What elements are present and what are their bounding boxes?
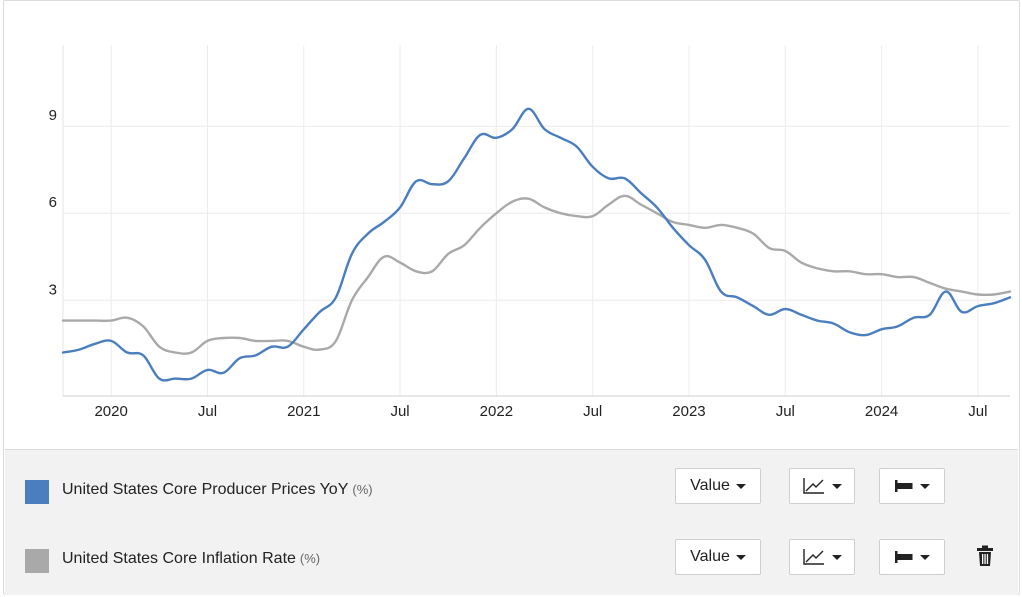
y-tick-label: 6 <box>49 194 57 211</box>
caret-down-icon <box>832 483 842 489</box>
series-line-core-producer-prices <box>61 107 1012 382</box>
legend-row-producer-prices: United States Core Producer Prices YoY (%… <box>5 460 1018 520</box>
chart-type-dropdown[interactable] <box>789 468 855 504</box>
series-name: United States Core Producer Prices YoY <box>62 481 349 498</box>
x-tick-label: 2021 <box>287 403 320 420</box>
value-dropdown[interactable]: Value <box>675 539 761 575</box>
x-tick-label: 2024 <box>865 403 898 420</box>
caret-down-icon <box>920 554 930 560</box>
x-tick-label: 2020 <box>94 403 127 420</box>
caret-down-icon <box>920 483 930 489</box>
x-tick-label: Jul <box>776 403 795 420</box>
legend-row-core-inflation: United States Core Inflation Rate (%) Val… <box>5 530 1018 590</box>
x-tick-label: 2023 <box>672 403 705 420</box>
series-unit: (%) <box>299 551 321 566</box>
caret-down-icon <box>735 554 746 560</box>
series-name: United States Core Inflation Rate <box>62 550 296 567</box>
value-dropdown-label: Value <box>690 548 730 565</box>
series-label[interactable]: United States Core Producer Prices YoY (%… <box>62 481 373 499</box>
series-lines <box>61 107 1012 382</box>
series-color-swatch <box>25 480 49 504</box>
x-tick-label: 2022 <box>480 403 513 420</box>
bar-style-icon <box>895 551 913 563</box>
y-tick-label: 3 <box>49 281 57 298</box>
value-dropdown-label: Value <box>690 477 730 494</box>
value-dropdown[interactable]: Value <box>675 468 761 504</box>
series-label[interactable]: United States Core Inflation Rate (%) <box>62 550 320 568</box>
axes: 2020 Jul 2021 Jul 2022 Jul 2023 Jul 2024 Jul 3 6 9 <box>49 107 1010 420</box>
series-line-core-inflation-rate <box>61 194 1012 355</box>
caret-down-icon <box>735 483 746 489</box>
series-color-swatch <box>25 549 49 573</box>
series-style-dropdown[interactable] <box>879 539 945 575</box>
chart-type-dropdown[interactable] <box>789 539 855 575</box>
line-chart-icon <box>803 478 824 494</box>
legend-panel: United States Core Producer Prices YoY (%… <box>5 449 1018 595</box>
series-style-dropdown[interactable] <box>879 468 945 504</box>
trash-icon[interactable] <box>976 545 994 567</box>
x-tick-label: Jul <box>198 403 217 420</box>
y-tick-label: 9 <box>49 107 57 124</box>
series-unit: (%) <box>352 482 373 497</box>
grid <box>62 45 1010 396</box>
line-chart-icon <box>803 549 824 565</box>
x-tick-label: Jul <box>390 403 409 420</box>
caret-down-icon <box>832 554 842 560</box>
x-tick-label: Jul <box>583 403 602 420</box>
bar-style-icon <box>895 480 913 492</box>
x-tick-label: Jul <box>968 403 987 420</box>
chart-area: 2020 Jul 2021 Jul 2022 Jul 2023 Jul 2024 Jul 3 6 9 <box>49 45 1012 420</box>
